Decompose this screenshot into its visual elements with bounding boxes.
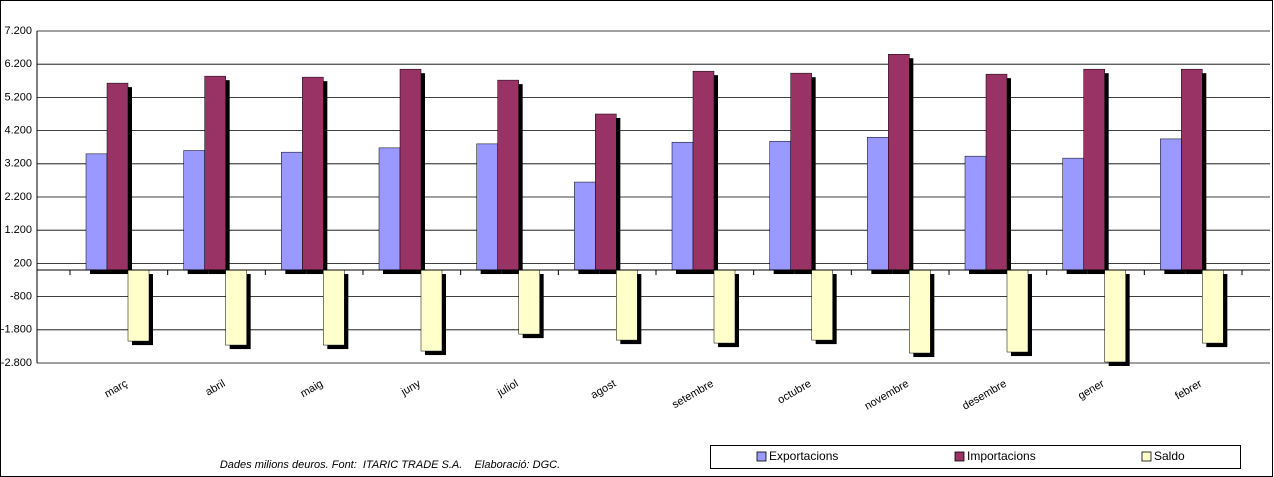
bar bbox=[1104, 269, 1126, 363]
bar bbox=[574, 181, 596, 271]
bar bbox=[671, 141, 694, 271]
bar bbox=[1083, 68, 1105, 271]
bar bbox=[888, 53, 910, 271]
bar bbox=[595, 113, 617, 271]
bar bbox=[281, 151, 303, 271]
bar bbox=[399, 68, 422, 271]
bar bbox=[1181, 68, 1203, 271]
y-tick-label: 1.200 bbox=[4, 224, 32, 236]
bar bbox=[183, 150, 205, 271]
bar bbox=[1202, 269, 1224, 344]
bar bbox=[106, 82, 129, 271]
y-tick-label: 200 bbox=[14, 257, 32, 269]
legend-swatch bbox=[1141, 451, 1152, 462]
annotation: Dades milions deuros. Font: ITARIC TRADE… bbox=[220, 459, 560, 471]
y-tick-label: -2.800 bbox=[1, 357, 32, 369]
y-tick-label: 5.200 bbox=[4, 91, 32, 103]
bar bbox=[867, 136, 889, 271]
bar bbox=[323, 269, 345, 346]
bar bbox=[811, 269, 833, 341]
legend-label: Importacions bbox=[967, 449, 1036, 463]
bar bbox=[476, 143, 498, 271]
y-tick-label: 2.200 bbox=[4, 191, 32, 203]
bar bbox=[964, 155, 987, 271]
bar bbox=[692, 70, 715, 271]
legend-label: Saldo bbox=[1154, 449, 1185, 463]
bar bbox=[909, 269, 931, 354]
legend-swatch bbox=[954, 451, 965, 462]
bar bbox=[85, 153, 108, 271]
y-tick-label: 7.200 bbox=[4, 25, 32, 37]
legend-label: Exportacions bbox=[769, 449, 838, 463]
y-tick-label: -1.800 bbox=[1, 324, 32, 336]
y-tick-label: 6.200 bbox=[4, 58, 32, 70]
bar bbox=[225, 269, 247, 346]
bar bbox=[616, 269, 638, 341]
bar bbox=[790, 72, 812, 271]
bar bbox=[420, 269, 443, 352]
bar bbox=[713, 269, 736, 344]
bar bbox=[378, 147, 401, 271]
bar bbox=[1160, 138, 1182, 271]
legend-box bbox=[710, 445, 1241, 469]
bar bbox=[985, 73, 1008, 271]
bar bbox=[302, 76, 324, 271]
y-tick-label: -800 bbox=[10, 291, 32, 303]
bar bbox=[204, 75, 226, 271]
y-tick-label: 3.200 bbox=[4, 158, 32, 170]
y-tick-label: 4.200 bbox=[4, 125, 32, 137]
bar bbox=[497, 79, 519, 271]
bar bbox=[1062, 157, 1084, 271]
bar bbox=[1006, 269, 1029, 353]
bar bbox=[127, 269, 150, 342]
legend-swatch bbox=[756, 451, 767, 462]
bar bbox=[769, 140, 791, 271]
bar bbox=[518, 269, 540, 335]
